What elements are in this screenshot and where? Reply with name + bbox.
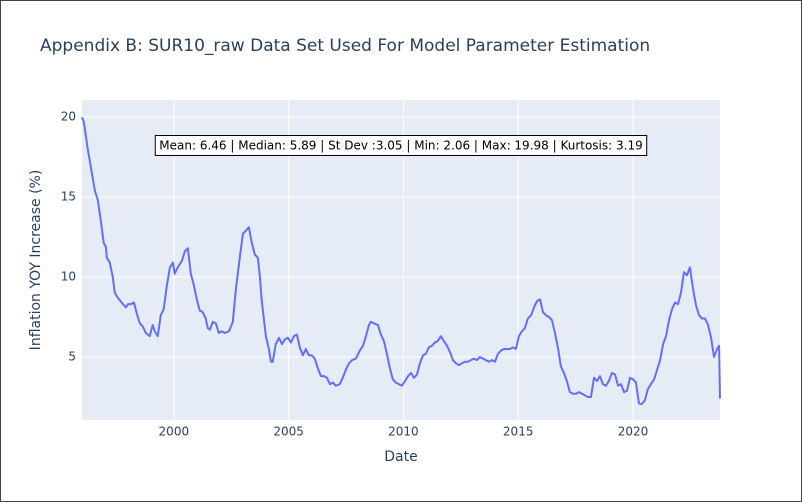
- x-tick-label: 2005: [273, 425, 304, 439]
- y-tick-label: 5: [68, 349, 76, 363]
- annotation: Mean: 6.46 | Median: 5.89 | St Dev :3.05…: [159, 139, 642, 153]
- y-tick-label: 15: [61, 189, 76, 203]
- y-tick-label: 10: [61, 269, 76, 283]
- line: [81, 116, 721, 405]
- chart-title: Appendix B: SUR10_raw Data Set Used For …: [40, 36, 650, 56]
- y-axis-label: Inflation YOY Increase (%): [28, 170, 44, 351]
- x-tick-label: 2010: [388, 425, 419, 439]
- x-tick-label: 2015: [503, 425, 534, 439]
- y-tick-label: 20: [61, 109, 76, 123]
- x-axis-label: Date: [384, 449, 417, 465]
- annotation-box: [154, 135, 648, 156]
- x-tick-label: 2020: [618, 425, 649, 439]
- x-tick-label: 2000: [159, 425, 190, 439]
